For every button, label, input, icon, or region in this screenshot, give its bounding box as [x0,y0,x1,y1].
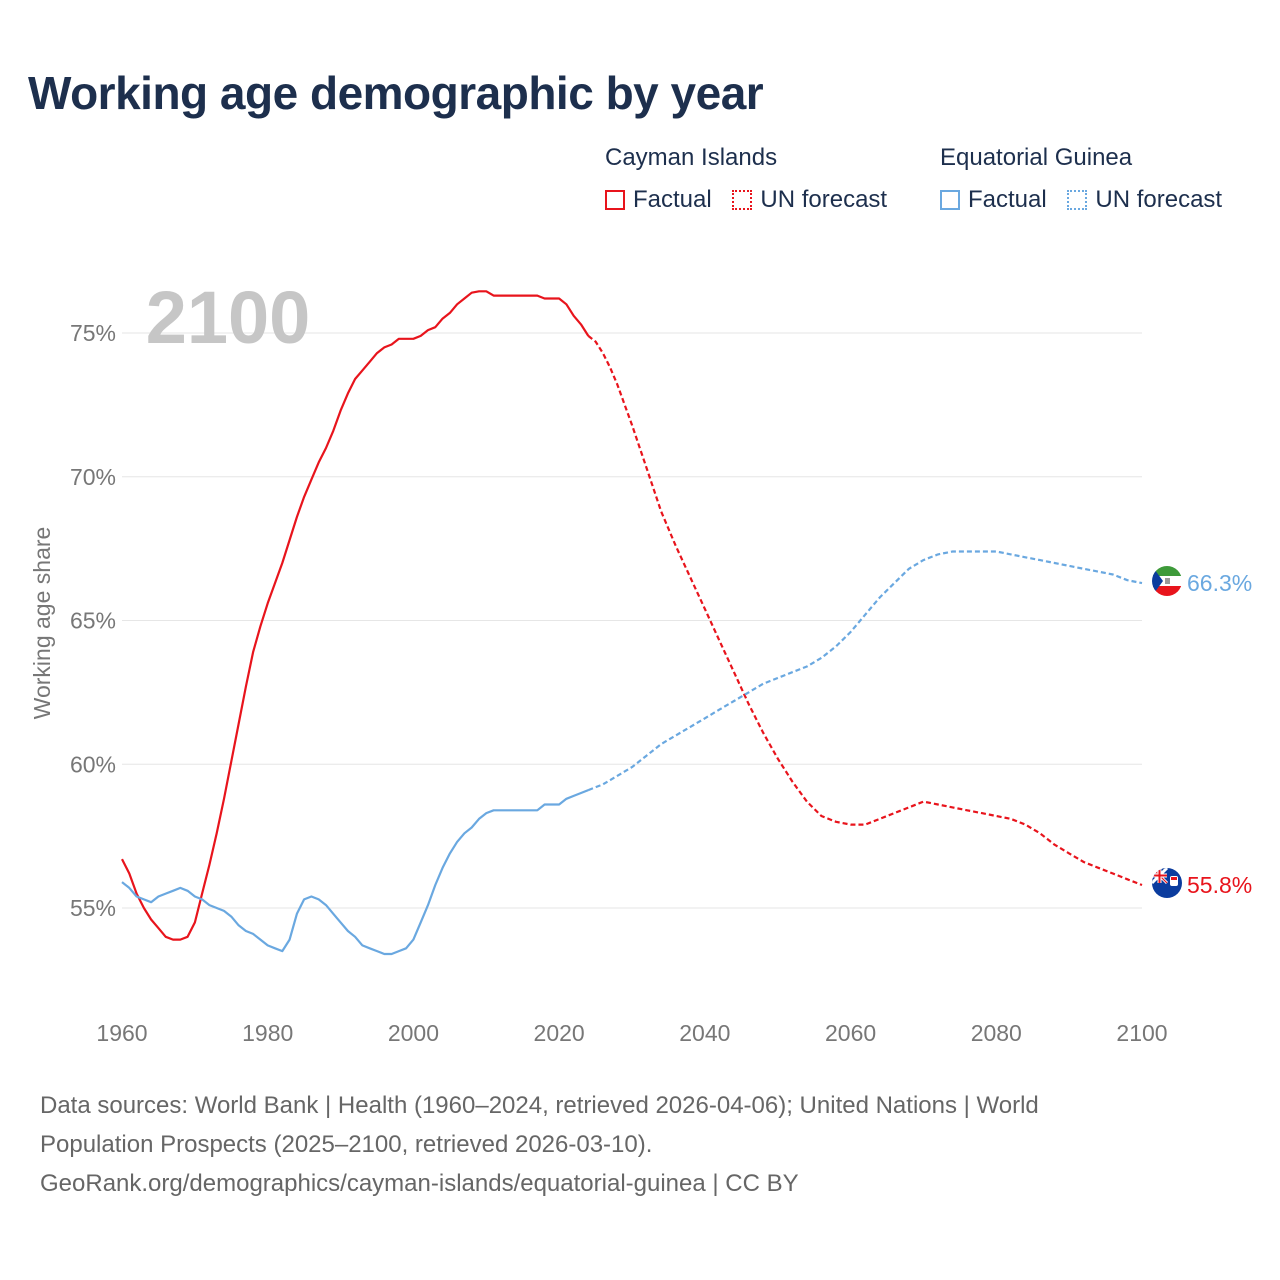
x-tick-label: 1960 [96,1020,147,1046]
cayman-islands-flag [1152,868,1182,898]
y-tick-label: 55% [70,895,116,921]
x-tick-label: 2100 [1116,1020,1167,1046]
x-tick-label: 2040 [679,1020,730,1046]
y-tick-label: 75% [70,320,116,346]
legend-swatch-dotted [732,190,753,210]
end-value-label-equatorial-guinea: 66.3% [1187,570,1252,596]
x-tick-label: 1980 [242,1020,293,1046]
chart-footer: Data sources: World Bank | Health (1960–… [40,1086,1240,1203]
legend-item-cayman-forecast[interactable]: UN forecast [732,186,887,214]
x-tick-label: 2020 [534,1020,585,1046]
legend-swatch-solid [605,190,625,210]
legend-label: UN forecast [760,186,888,213]
series-line-cayman-islands-forecast [587,335,1143,887]
x-tick-label: 2060 [825,1020,876,1046]
gridlines [122,332,1142,909]
footer-source-line-2: Population Prospects (2025–2100, retriev… [40,1131,653,1158]
series-line-equatorial-guinea-factual [121,789,589,956]
series-lines: 55.8% 66.3% [121,290,1252,956]
y-axis-label: Working age share [29,527,55,720]
x-axis-ticks: 1960 1980 2000 2020 2040 2060 2080 2100 [96,1020,1167,1046]
legend-label: Factual [968,186,1047,213]
series-line-equatorial-guinea-forecast [587,550,1143,792]
chart-title: Working age demographic by year [28,67,764,119]
footer-source-line-1: Data sources: World Bank | Health (1960–… [40,1092,1039,1119]
y-tick-label: 65% [70,608,116,634]
year-watermark: 2100 [146,276,311,359]
legend-item-eq-guinea-forecast[interactable]: UN forecast [1067,186,1222,214]
legend-item-eq-guinea-factual[interactable]: Factual [940,186,1047,214]
legend-swatch-dotted [1067,190,1088,210]
x-tick-label: 2080 [971,1020,1022,1046]
x-tick-label: 2000 [388,1020,439,1046]
legend-item-cayman-factual[interactable]: Factual [605,186,712,214]
legend-group-name: Cayman Islands [605,144,778,171]
legend-group-equatorial-guinea: Equatorial Guinea Factual UN forecast [940,144,1236,214]
legend-group-name: Equatorial Guinea [940,144,1133,171]
legend-label: Factual [633,186,712,213]
legend-label: UN forecast [1095,186,1223,213]
legend-group-cayman-islands: Cayman Islands Factual UN forecast [605,144,901,214]
footer-attribution-link[interactable]: GeoRank.org/demographics/cayman-islands/… [40,1170,799,1197]
legend-swatch-solid [940,190,960,210]
equatorial-guinea-flag [1152,566,1182,596]
y-axis-ticks: 55% 60% 65% 70% 75% [70,320,116,921]
end-value-label-cayman-islands: 55.8% [1187,872,1252,898]
line-chart: 2100 55% 60% 65% 70% 75% 1960 1980 2000 2020 204… [29,276,1252,1046]
y-tick-label: 60% [70,751,116,777]
y-tick-label: 70% [70,464,116,490]
series-line-cayman-islands-factual [121,290,590,941]
